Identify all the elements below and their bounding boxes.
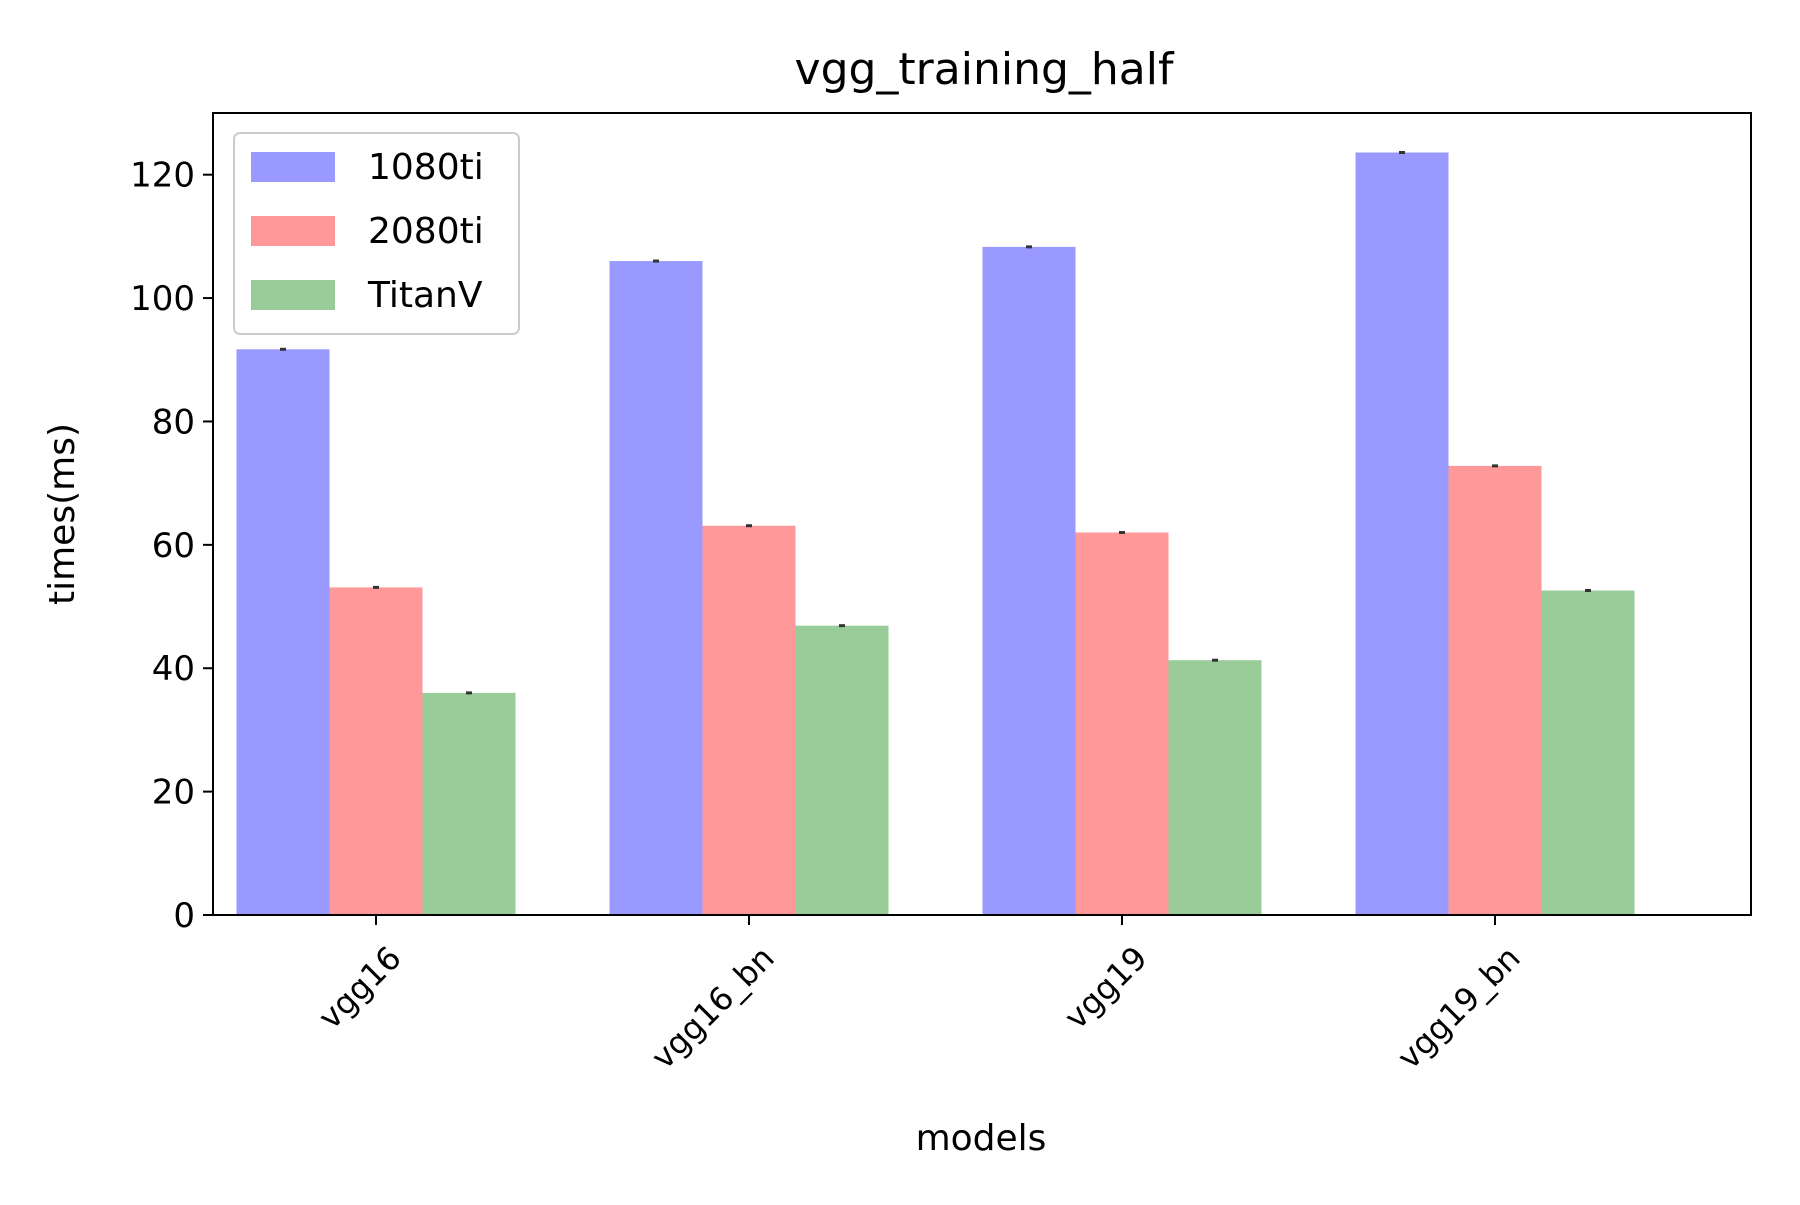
bar-2080ti-vgg19_bn [1448,465,1542,915]
error-bars-group [280,150,1591,695]
legend-label-2080ti: 2080ti [368,211,484,252]
bars-group [236,152,1635,916]
legend-label-1080ti: 1080ti [368,147,484,188]
legend: 1080ti 2080ti TitanV [233,132,520,335]
y-axis: 0 20 40 60 80 100 120 [130,156,213,936]
bar-1080ti-vgg19 [982,246,1076,915]
legend-swatch-TitanV [251,280,335,310]
y-axis-label: times(ms) [42,423,83,605]
bar-1080ti-vgg19_bn [1355,152,1449,915]
plot-frame [212,112,1752,916]
y-tick-label: 120 [130,156,195,196]
bar-TitanV-vgg19 [1168,660,1262,915]
bar-2080ti-vgg16 [329,587,423,915]
legend-swatch-2080ti [251,216,335,246]
bar-2080ti-vgg16_bn [702,525,796,915]
y-tick-label: 40 [152,649,195,689]
legend-label-TitanV: TitanV [367,275,483,316]
bar-TitanV-vgg16_bn [795,625,889,915]
y-tick-label: 80 [152,402,195,442]
bar-1080ti-vgg16_bn [609,261,703,915]
y-tick-label: 60 [152,526,195,566]
y-tick-label: 20 [152,773,195,813]
bar-TitanV-vgg16 [422,692,516,915]
y-tick-label: 100 [130,279,195,319]
legend-swatch-1080ti [251,152,335,182]
y-tick-label: 0 [173,896,195,936]
chart-title: vgg_training_half [795,44,1175,95]
bar-2080ti-vgg19 [1075,532,1169,915]
x-axis-label: models [916,1118,1047,1159]
bar-TitanV-vgg19_bn [1541,590,1635,915]
bar-1080ti-vgg16 [236,349,330,916]
